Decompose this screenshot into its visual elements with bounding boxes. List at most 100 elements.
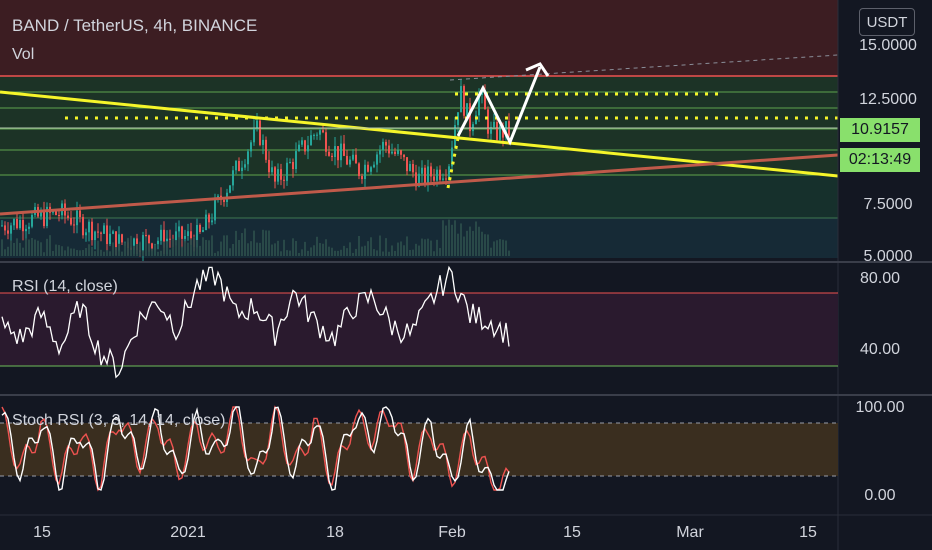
candle-body: [151, 243, 153, 250]
candle-body: [373, 164, 375, 168]
volume-bar: [19, 242, 21, 256]
candle-body: [46, 206, 48, 227]
volume-bar: [31, 237, 33, 256]
symbol-title[interactable]: BAND / TetherUS, 4h, BINANCE: [12, 16, 258, 35]
candle-body: [388, 145, 390, 154]
volume-bar: [466, 230, 468, 256]
price-tick-label: 7.5000: [864, 196, 913, 213]
candle-body: [283, 179, 285, 181]
volume-bar: [241, 233, 243, 256]
candle-body: [490, 127, 492, 134]
stoch-tick-label: 0.00: [864, 487, 895, 504]
candle-body: [313, 134, 315, 136]
volume-bar: [214, 252, 216, 256]
volume-bar: [217, 251, 219, 256]
candle-body: [442, 178, 444, 180]
candle-body: [370, 167, 372, 172]
candle-body: [94, 231, 96, 241]
rsi-label[interactable]: RSI (14, close): [12, 278, 118, 295]
volume-bar: [448, 219, 450, 256]
candle-body: [79, 210, 81, 218]
candle-body: [346, 155, 348, 165]
volume-bar: [340, 249, 342, 256]
candle-body: [73, 224, 75, 226]
volume-bar: [250, 241, 252, 256]
candle-body: [358, 163, 360, 177]
volume-label: Vol: [12, 46, 35, 63]
volume-bar: [457, 233, 459, 256]
volume-bar: [91, 246, 93, 256]
candle-body: [352, 154, 354, 160]
candle-body: [448, 166, 450, 180]
volume-bar: [286, 250, 288, 256]
candle-body: [406, 157, 408, 172]
candle-body: [31, 214, 33, 227]
volume-bar: [97, 240, 99, 256]
rsi-tick-label: 80.00: [860, 270, 900, 287]
candle-body: [343, 143, 345, 156]
candle-body: [436, 169, 438, 181]
stoch-rsi-label[interactable]: Stoch RSI (3, 3, 14, 14, close): [12, 412, 226, 429]
candle-body: [415, 172, 417, 187]
candle-body: [349, 159, 351, 165]
volume-bar: [271, 244, 273, 256]
ascending-trendline: [0, 153, 839, 216]
candle-body: [430, 166, 432, 177]
volume-bar: [199, 245, 201, 256]
volume-bar: [148, 243, 150, 256]
volume-bar: [124, 242, 126, 256]
volume-bar: [136, 243, 138, 256]
candle-body: [88, 221, 90, 233]
candle-body: [58, 214, 60, 216]
volume-bar: [247, 243, 249, 256]
countdown-tag: 02:13:49: [840, 148, 920, 172]
candle-body: [262, 139, 264, 145]
candle-body: [277, 169, 279, 182]
candle-body: [70, 218, 72, 225]
volume-bar: [346, 248, 348, 256]
time-tick-label: Mar: [676, 524, 704, 541]
volume-bar: [331, 247, 333, 256]
volume-bar: [187, 242, 189, 256]
candle-body: [13, 219, 15, 226]
volume-bar: [58, 245, 60, 256]
volume-bar: [472, 230, 474, 256]
volume-bar: [436, 239, 438, 256]
currency-button[interactable]: USDT: [859, 8, 915, 36]
candle-body: [1, 225, 3, 227]
volume-bar: [76, 250, 78, 256]
candle-body: [199, 225, 201, 233]
candle-body: [190, 231, 192, 239]
projection-arrowhead: [525, 62, 550, 77]
candle-body: [265, 139, 267, 160]
rsi-line: [1, 265, 510, 379]
volume-bar: [1, 239, 3, 256]
volume-bar: [28, 239, 30, 256]
volume-bar: [52, 250, 54, 256]
volume-bar: [46, 238, 48, 256]
candle-body: [235, 161, 237, 171]
volume-bar: [40, 242, 42, 256]
volume-bar: [469, 226, 471, 256]
candle-body: [418, 173, 420, 187]
candle-body: [496, 121, 498, 140]
volume-bar: [487, 234, 489, 256]
candle-body: [118, 234, 120, 251]
candle-body: [250, 142, 252, 152]
volume-bar: [256, 242, 258, 256]
volume-bar: [166, 241, 168, 256]
candle-body: [385, 141, 387, 146]
rsi-band-fill: [0, 293, 838, 366]
volume-bar: [445, 225, 447, 256]
candle-body: [109, 233, 111, 245]
volume-bar: [490, 247, 492, 256]
candle-body: [493, 121, 495, 128]
volume-bar: [265, 230, 267, 256]
volume-bar: [13, 242, 15, 256]
volume-bar: [4, 249, 6, 256]
volume-bar: [319, 243, 321, 256]
candle-body: [421, 167, 423, 174]
candle-body: [211, 220, 213, 223]
volume-bar: [154, 244, 156, 256]
